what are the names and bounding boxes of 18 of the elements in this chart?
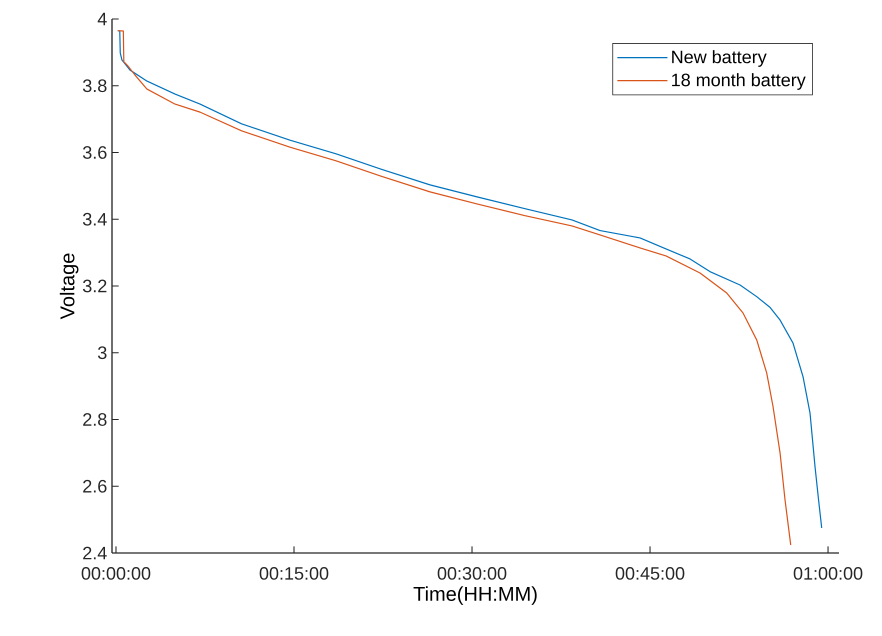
y-tick-label: 2.8: [83, 413, 106, 426]
y-tick-label: 3.8: [82, 79, 106, 92]
y-tick-label: 2.4: [83, 546, 107, 560]
x-tick-label: 00:30:00: [438, 567, 506, 580]
x-tick-label: 00:15:00: [260, 567, 328, 580]
x-axis-title: Time(HH:MM): [414, 586, 537, 605]
x-tick-label: 00:45:00: [616, 567, 684, 580]
legend-label: 18 month battery: [672, 73, 806, 90]
y-tick-label: 4: [98, 12, 107, 26]
y-tick-label: 3: [98, 346, 106, 360]
y-tick-label: 2.6: [83, 480, 106, 493]
x-tick-label: 00:00:00: [82, 567, 150, 580]
x-tick-label: 01:00:00: [794, 567, 862, 580]
y-tick-label: 3.2: [82, 280, 106, 292]
legend-label: New battery: [672, 50, 767, 67]
y-axis-title: Voltage: [60, 254, 78, 320]
y-tick-label: 3.4: [82, 212, 107, 226]
y-tick-label: 3.6: [82, 146, 106, 159]
